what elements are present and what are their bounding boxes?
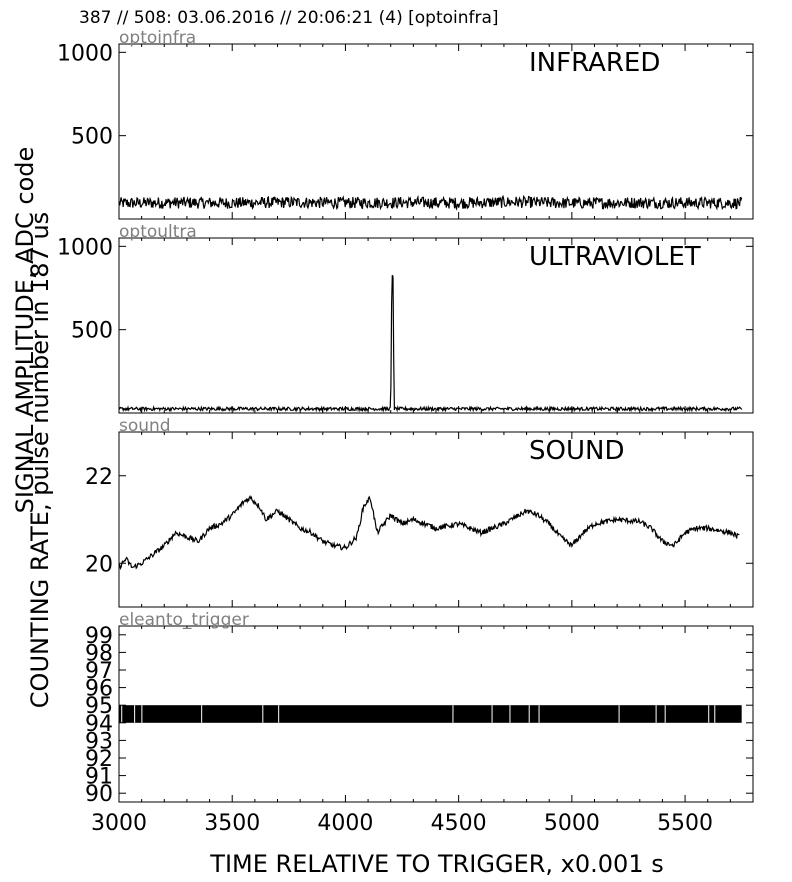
panel-tag: sound [119, 416, 171, 436]
y-tick-label: 96 [85, 677, 113, 702]
panel-title: ULTRAVIOLET [529, 242, 701, 272]
x-tick-label: 3500 [204, 811, 260, 836]
panel-tag: optoinfra [119, 28, 196, 48]
plot-frame [118, 431, 754, 608]
y-tick-label: 98 [85, 641, 113, 666]
y-tick-label: 22 [85, 465, 113, 490]
panel-title: INFRARED [529, 48, 660, 78]
series-line [118, 494, 740, 571]
y-tick-label: 95 [85, 694, 113, 719]
y-tick-label: 500 [71, 125, 113, 150]
figure-title: 387 // 508: 03.06.2016 // 20:06:21 (4) [… [79, 8, 499, 28]
y-tick-label: 20 [85, 552, 113, 577]
series-band [119, 705, 742, 723]
x-tick-label: 5000 [544, 811, 600, 836]
y-tick-label: 92 [85, 747, 113, 772]
x-axis-label: TIME RELATIVE TO TRIGGER, x0.001 s [209, 850, 663, 878]
y-tick-label: 91 [85, 765, 113, 790]
y-tick-label: 90 [85, 782, 113, 807]
y-tick-label: 94 [85, 712, 113, 737]
y-tick-label: 1000 [57, 235, 113, 260]
series-line [118, 194, 743, 211]
y-axis-label-1: SIGNAL AMPLITUDE, ADC code [11, 147, 39, 514]
panel-tag: eleanto_trigger [119, 610, 249, 630]
x-tick-label: 4500 [431, 811, 487, 836]
panel-optoinfra: 500 1000 optoinfra INFRARED [57, 28, 754, 220]
y-tick-label: 500 [71, 319, 113, 344]
panel-optoultra: 500 1000 optoultra ULTRAVIOLET [57, 222, 754, 414]
x-tick-label: 4000 [317, 811, 373, 836]
x-tick-label: 3000 [91, 811, 147, 836]
series-line [118, 274, 743, 413]
panel-title: SOUND [529, 436, 624, 466]
y-tick-label: 1000 [57, 41, 113, 66]
y-axis-label-2: COUNTING RATE, pulse number in 187 us [26, 212, 54, 708]
y-tick-label: 97 [85, 659, 113, 684]
panel-tag: optoultra [119, 222, 197, 242]
x-tick-label: 5500 [657, 811, 713, 836]
y-tick-label: 93 [85, 729, 113, 754]
y-tick-label: 99 [85, 624, 113, 649]
panel-sound: 20 22 sound SOUND [85, 416, 754, 608]
